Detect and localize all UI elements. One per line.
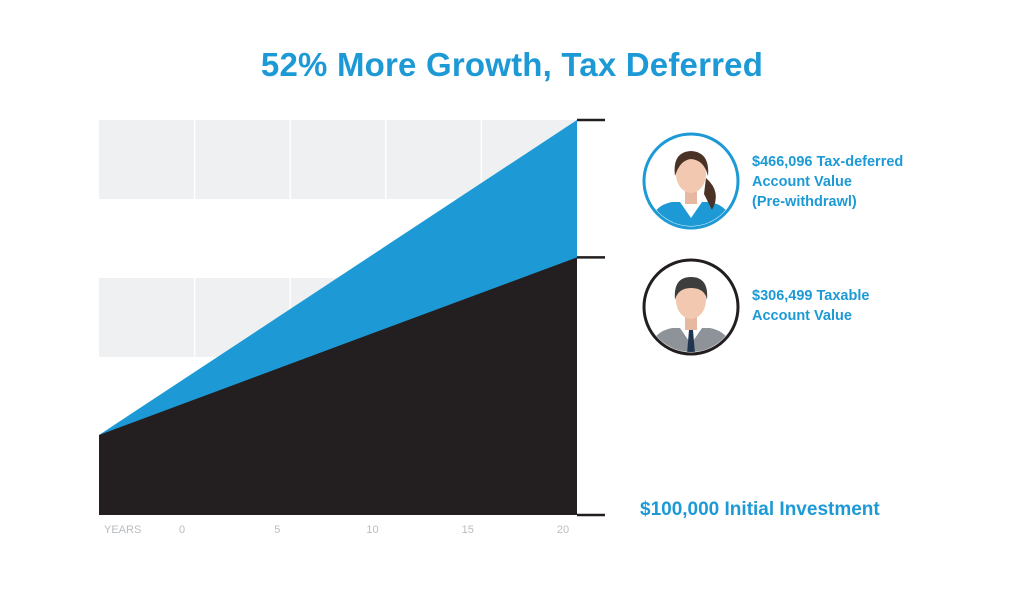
x-axis-label: YEARS <box>104 524 141 536</box>
taxable-area <box>99 257 577 515</box>
right-axis-ticks <box>577 118 605 517</box>
taxable-callout: $306,499 Taxable Account Value <box>752 286 869 326</box>
x-tick-label: 5 <box>274 524 280 536</box>
x-tick-label: 20 <box>557 524 569 536</box>
x-axis-ticks: YEARS 0 5 10 15 20 <box>104 524 569 536</box>
taxable-line-1: $306,499 Taxable <box>752 288 870 304</box>
x-tick-label: 10 <box>366 524 378 536</box>
chart-title: 52% More Growth, Tax Deferred <box>260 46 764 83</box>
tax-deferred-callout: $466,096 Tax-deferred Account Value (Pre… <box>752 152 903 212</box>
tax-deferred-line-2: Account Value <box>752 174 852 190</box>
tax-deferred-line-1: $466,096 Tax-deferred <box>752 154 904 170</box>
man-avatar-icon <box>642 258 740 356</box>
taxable-line-2: Account Value <box>752 308 852 324</box>
woman-avatar-icon <box>642 132 740 230</box>
x-tick-label: 15 <box>462 524 474 536</box>
data-areas <box>99 120 577 515</box>
initial-investment-label: $100,000 Initial Investment <box>640 499 880 520</box>
tax-deferred-line-3: (Pre-withdrawl) <box>752 194 857 210</box>
x-tick-label: 0 <box>179 524 185 536</box>
